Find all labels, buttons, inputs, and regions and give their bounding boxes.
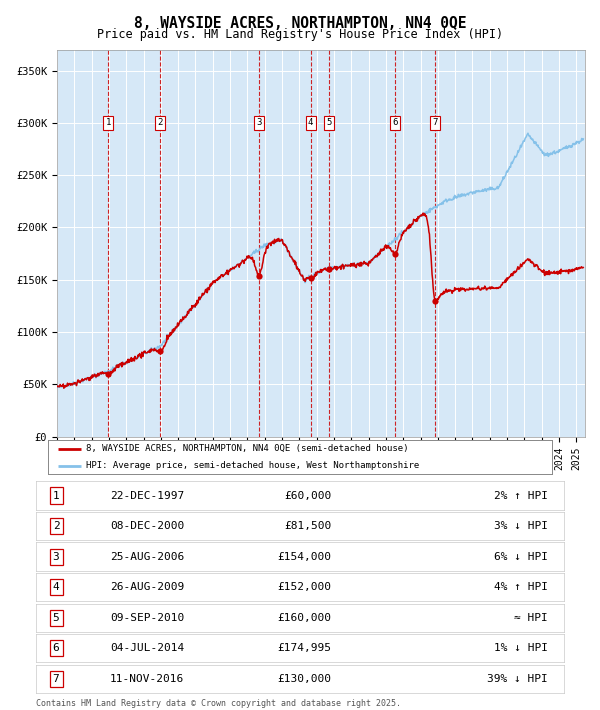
Text: 25-AUG-2006: 25-AUG-2006 [110, 552, 184, 562]
Text: 4: 4 [53, 582, 59, 592]
Text: £81,500: £81,500 [284, 521, 332, 531]
Text: 6% ↓ HPI: 6% ↓ HPI [494, 552, 548, 562]
Text: 3% ↓ HPI: 3% ↓ HPI [494, 521, 548, 531]
Text: 5: 5 [326, 119, 331, 127]
Text: 8, WAYSIDE ACRES, NORTHAMPTON, NN4 0QE (semi-detached house): 8, WAYSIDE ACRES, NORTHAMPTON, NN4 0QE (… [86, 444, 409, 453]
Text: 1% ↓ HPI: 1% ↓ HPI [494, 643, 548, 653]
Text: 04-JUL-2014: 04-JUL-2014 [110, 643, 184, 653]
Text: 6: 6 [392, 119, 397, 127]
Text: 7: 7 [433, 119, 438, 127]
Text: Price paid vs. HM Land Registry's House Price Index (HPI): Price paid vs. HM Land Registry's House … [97, 28, 503, 41]
Text: 3: 3 [53, 552, 59, 562]
Text: £154,000: £154,000 [278, 552, 332, 562]
Text: 11-NOV-2016: 11-NOV-2016 [110, 674, 184, 684]
Text: 5: 5 [53, 613, 59, 623]
Text: 4% ↑ HPI: 4% ↑ HPI [494, 582, 548, 592]
Text: £130,000: £130,000 [278, 674, 332, 684]
Text: 4: 4 [308, 119, 313, 127]
Text: 1: 1 [106, 119, 111, 127]
Text: ≈ HPI: ≈ HPI [514, 613, 548, 623]
Text: £152,000: £152,000 [278, 582, 332, 592]
Text: 8, WAYSIDE ACRES, NORTHAMPTON, NN4 0QE: 8, WAYSIDE ACRES, NORTHAMPTON, NN4 0QE [134, 16, 466, 31]
Text: 2% ↑ HPI: 2% ↑ HPI [494, 491, 548, 501]
Text: 7: 7 [53, 674, 59, 684]
Text: 22-DEC-1997: 22-DEC-1997 [110, 491, 184, 501]
Text: 26-AUG-2009: 26-AUG-2009 [110, 582, 184, 592]
Text: £174,995: £174,995 [278, 643, 332, 653]
Text: 6: 6 [53, 643, 59, 653]
Text: 2: 2 [157, 119, 163, 127]
Text: Contains HM Land Registry data © Crown copyright and database right 2025.: Contains HM Land Registry data © Crown c… [36, 699, 401, 708]
Text: 39% ↓ HPI: 39% ↓ HPI [487, 674, 548, 684]
Text: 1: 1 [53, 491, 59, 501]
Text: 2: 2 [53, 521, 59, 531]
Text: HPI: Average price, semi-detached house, West Northamptonshire: HPI: Average price, semi-detached house,… [86, 462, 419, 470]
Text: 08-DEC-2000: 08-DEC-2000 [110, 521, 184, 531]
Text: 3: 3 [256, 119, 262, 127]
Text: 09-SEP-2010: 09-SEP-2010 [110, 613, 184, 623]
Text: £160,000: £160,000 [278, 613, 332, 623]
Text: £60,000: £60,000 [284, 491, 332, 501]
